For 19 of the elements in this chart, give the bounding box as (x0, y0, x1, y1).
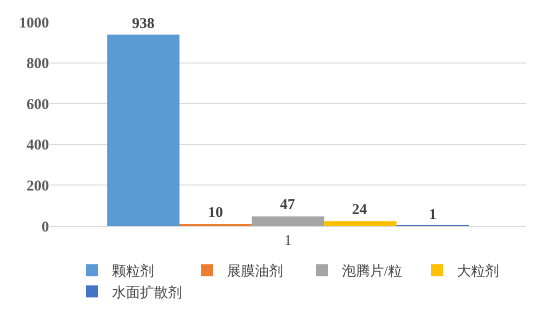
legend-label: 大粒剂 (457, 264, 499, 280)
y-tick-label: 400 (26, 138, 49, 154)
data-label: 10 (208, 205, 223, 221)
y-tick-label: 0 (42, 219, 49, 236)
data-label: 24 (352, 202, 368, 218)
legend-label: 泡腾片/粒 (342, 264, 402, 280)
legend-label: 水面扩散剂 (112, 284, 182, 301)
y-tick-label: 1000 (19, 15, 49, 32)
bar (252, 216, 324, 226)
data-label: 47 (280, 197, 296, 213)
y-tick-label: 200 (26, 178, 49, 194)
y-tick-label: 600 (26, 96, 49, 113)
data-label: 1 (429, 207, 436, 223)
legend-label: 颗粒剂 (112, 264, 154, 280)
bar (107, 34, 180, 226)
legend-label: 展膜油剂 (227, 264, 283, 280)
data-label: 938 (132, 16, 154, 32)
bar (324, 221, 397, 226)
y-tick-label: 800 (26, 56, 49, 72)
